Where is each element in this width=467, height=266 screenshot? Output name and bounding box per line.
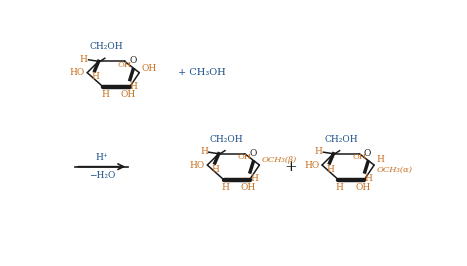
Text: H: H [101,90,109,99]
Text: H: H [200,147,208,156]
Text: H: H [221,183,229,192]
Text: OH: OH [117,61,132,69]
Text: O: O [249,149,256,158]
Text: H: H [336,183,344,192]
Text: CH₂OH: CH₂OH [90,42,123,51]
Text: H: H [365,174,373,183]
Text: CH₂OH: CH₂OH [210,135,243,144]
Text: CH₂OH: CH₂OH [325,135,358,144]
Text: H: H [250,174,258,183]
Text: H: H [315,147,323,156]
Text: H⁺: H⁺ [95,153,108,162]
Text: H: H [326,164,334,173]
Text: OH: OH [355,183,370,192]
Text: +: + [284,160,297,174]
Text: H: H [376,155,384,164]
Text: H: H [130,82,138,91]
Text: OH: OH [120,90,135,99]
Text: −H₂O: −H₂O [89,171,115,180]
Text: HO: HO [304,161,320,169]
Text: OH: OH [352,153,366,161]
Text: OH: OH [241,183,256,192]
Text: HO: HO [70,68,85,77]
Text: O: O [129,56,136,65]
Text: H: H [80,55,88,64]
Text: + CH₃OH: + CH₃OH [178,68,226,77]
Text: H: H [212,164,219,173]
Text: O: O [364,149,371,158]
Text: HO: HO [190,161,205,169]
Text: H: H [92,72,99,81]
Text: OH: OH [237,153,252,161]
Text: OCH₃(β): OCH₃(β) [262,156,297,164]
Text: OH: OH [142,64,157,73]
Text: OCH₃(α): OCH₃(α) [376,166,412,174]
